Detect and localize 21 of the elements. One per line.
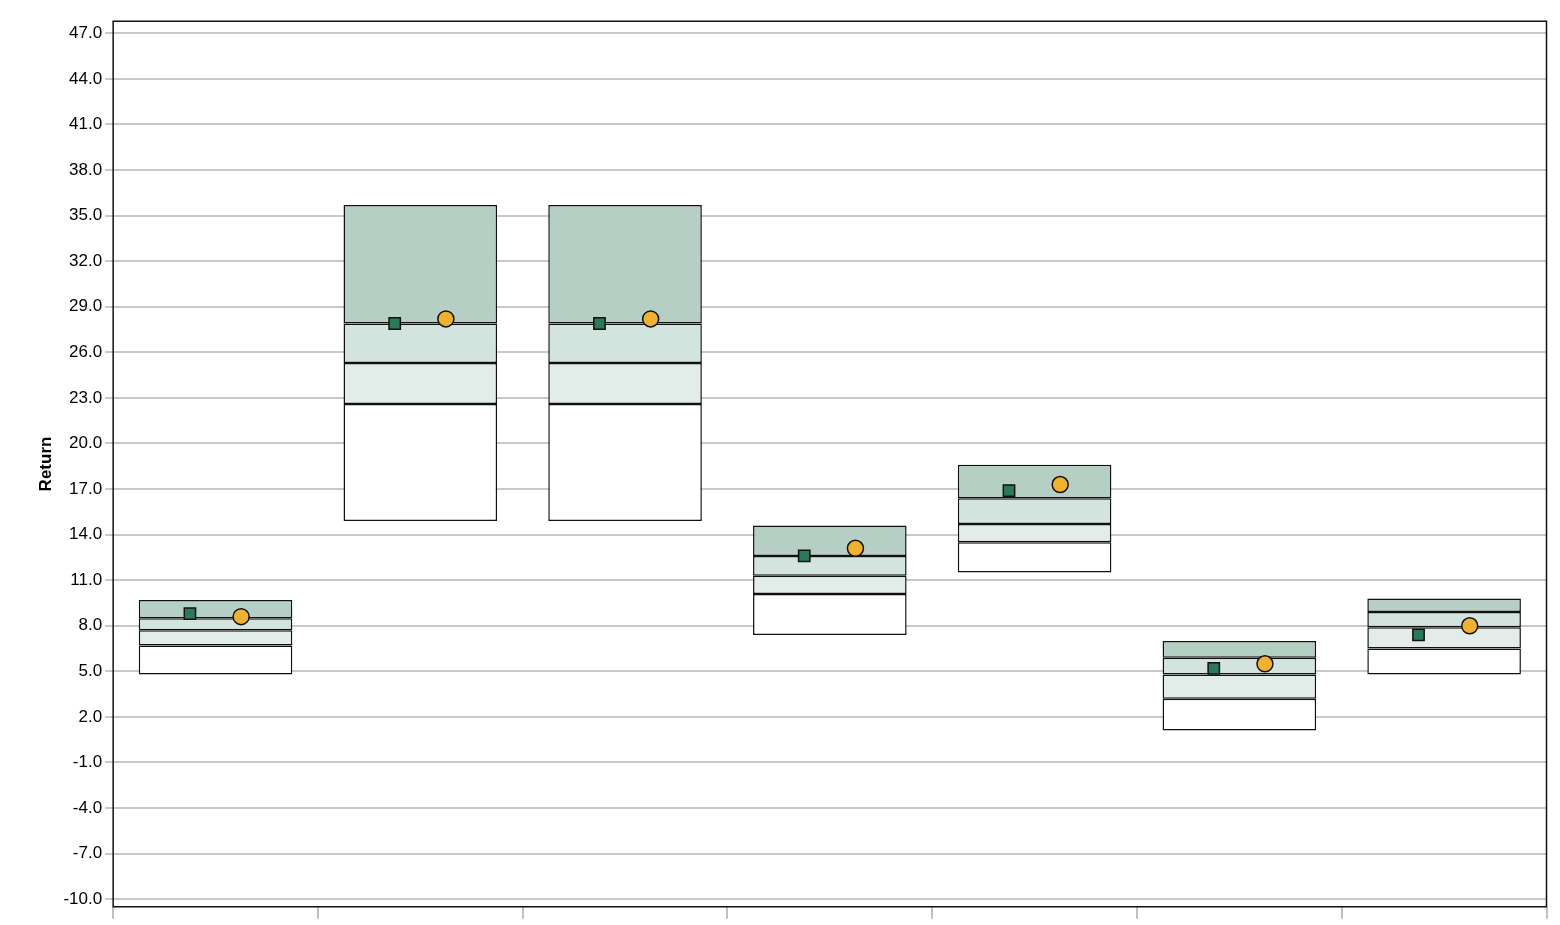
y-tick-label: 23.0 [69,387,103,407]
y-tick-label: 8.0 [78,615,103,635]
y-tick-label: -4.0 [72,797,103,817]
y-tick-label: -1.0 [72,752,103,772]
y-tick-label: -10.0 [63,888,103,908]
y-tick-label: 47.0 [69,23,103,43]
y-tick-label: 17.0 [69,478,103,498]
y-tick-label: 5.0 [78,661,103,681]
y-tick-label: 26.0 [69,342,103,362]
y-tick-label: -7.0 [72,843,103,863]
y-tick-label: 20.0 [69,433,103,453]
y-tick-label: 41.0 [69,114,103,134]
y-tick-label: 14.0 [69,524,103,544]
y-tick-label: 2.0 [78,706,103,726]
y-tick-label: 38.0 [69,159,103,179]
y-tick-label: 35.0 [69,205,103,225]
y-tick-label: 11.0 [70,569,103,589]
y-tick-label: 44.0 [69,68,103,88]
y-axis-title: Return [35,436,55,492]
y-tick-label: 29.0 [69,296,103,316]
y-tick-label: 32.0 [69,250,103,270]
